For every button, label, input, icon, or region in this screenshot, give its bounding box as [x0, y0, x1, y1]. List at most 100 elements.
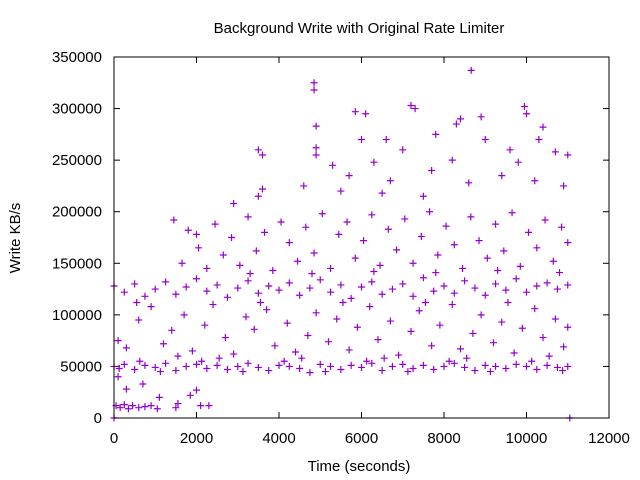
- data-point: [498, 172, 506, 180]
- x-tick-label: 0: [110, 430, 118, 447]
- data-point: [428, 166, 436, 174]
- data-point: [492, 280, 500, 288]
- data-point: [421, 298, 429, 306]
- data-point: [347, 361, 355, 369]
- data-point: [213, 361, 221, 369]
- data-point: [362, 110, 370, 118]
- data-point: [244, 359, 252, 367]
- data-point: [275, 286, 283, 294]
- data-point: [174, 400, 182, 408]
- data-point: [419, 192, 427, 200]
- data-point: [259, 151, 266, 159]
- data-point: [193, 360, 200, 368]
- data-point: [122, 385, 130, 393]
- y-tick-label: 350000: [52, 49, 102, 66]
- data-point: [306, 284, 314, 292]
- data-point: [510, 349, 518, 357]
- data-point: [543, 279, 551, 287]
- data-point: [490, 339, 497, 347]
- data-point: [230, 199, 238, 207]
- data-point: [296, 364, 304, 372]
- data-point: [417, 232, 425, 240]
- data-point: [411, 105, 419, 113]
- data-point: [162, 359, 170, 367]
- data-point: [120, 360, 128, 368]
- data-point: [486, 368, 494, 376]
- data-point: [500, 247, 508, 255]
- data-point: [285, 279, 293, 287]
- data-point: [374, 336, 382, 344]
- data-point: [492, 220, 500, 228]
- data-point: [378, 189, 386, 197]
- data-point: [261, 228, 269, 236]
- data-point: [463, 354, 471, 362]
- data-point: [523, 110, 530, 118]
- data-point: [368, 278, 376, 286]
- data-point: [203, 364, 211, 372]
- data-point: [265, 282, 273, 290]
- data-point: [531, 305, 539, 313]
- data-point: [450, 241, 458, 249]
- data-point: [556, 269, 563, 277]
- data-point: [120, 401, 128, 409]
- data-point: [457, 345, 464, 353]
- data-point: [254, 192, 262, 200]
- data-point: [296, 291, 304, 299]
- y-tick-label: 0: [94, 410, 102, 427]
- data-point: [404, 368, 412, 376]
- data-point: [193, 386, 200, 394]
- data-point: [535, 136, 543, 144]
- data-point: [351, 254, 359, 262]
- data-point: [172, 404, 180, 412]
- data-point: [436, 321, 444, 329]
- data-point: [481, 291, 489, 299]
- data-point: [316, 360, 324, 368]
- data-point: [252, 247, 260, 255]
- data-point: [395, 351, 403, 359]
- data-point: [170, 216, 178, 224]
- data-point: [508, 209, 516, 217]
- data-point: [512, 275, 520, 283]
- data-point: [337, 281, 345, 289]
- data-point: [329, 161, 337, 169]
- data-point: [386, 317, 394, 325]
- data-point: [343, 218, 351, 226]
- data-point: [452, 120, 460, 128]
- data-point: [283, 319, 291, 327]
- data-point: [376, 261, 384, 269]
- data-point: [502, 364, 510, 372]
- data-point: [368, 359, 376, 367]
- data-point: [481, 136, 489, 144]
- data-point: [469, 329, 477, 337]
- data-point: [310, 86, 318, 94]
- data-point: [450, 289, 458, 297]
- data-point: [162, 278, 170, 286]
- data-point: [139, 380, 147, 388]
- data-point: [564, 323, 572, 331]
- data-point: [533, 366, 541, 374]
- data-point: [151, 285, 159, 293]
- y-tick-label: 200000: [52, 204, 102, 221]
- data-point: [415, 307, 423, 315]
- data-point: [265, 367, 273, 375]
- data-point: [434, 251, 442, 259]
- data-point: [504, 298, 512, 306]
- data-point: [312, 122, 320, 130]
- data-point: [494, 267, 502, 275]
- data-point: [312, 309, 320, 317]
- x-tick-label: 10000: [506, 430, 548, 447]
- data-point: [351, 108, 359, 116]
- data-point: [114, 373, 122, 381]
- data-point: [136, 357, 144, 365]
- y-tick-label: 250000: [52, 152, 102, 169]
- data-point: [300, 182, 308, 190]
- x-tick-label: 6000: [345, 430, 378, 447]
- data-point: [564, 239, 572, 247]
- data-point: [477, 311, 485, 319]
- data-point: [409, 292, 417, 300]
- data-point: [147, 303, 155, 311]
- data-point: [366, 303, 374, 311]
- data-point: [327, 362, 335, 370]
- data-point: [539, 334, 547, 342]
- data-point: [312, 151, 320, 159]
